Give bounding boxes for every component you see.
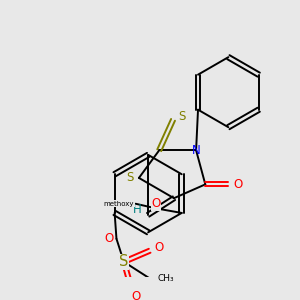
Text: H: H — [133, 203, 142, 216]
Text: S: S — [126, 171, 134, 184]
Text: O: O — [233, 178, 242, 191]
Text: O: O — [104, 232, 114, 245]
Text: S: S — [119, 254, 128, 269]
Text: S: S — [178, 110, 186, 123]
Text: O: O — [154, 242, 164, 254]
Text: N: N — [192, 144, 200, 157]
Text: methoxy: methoxy — [104, 201, 134, 207]
Text: CH₃: CH₃ — [158, 274, 175, 283]
Text: O: O — [131, 290, 140, 300]
Text: O: O — [151, 197, 160, 210]
